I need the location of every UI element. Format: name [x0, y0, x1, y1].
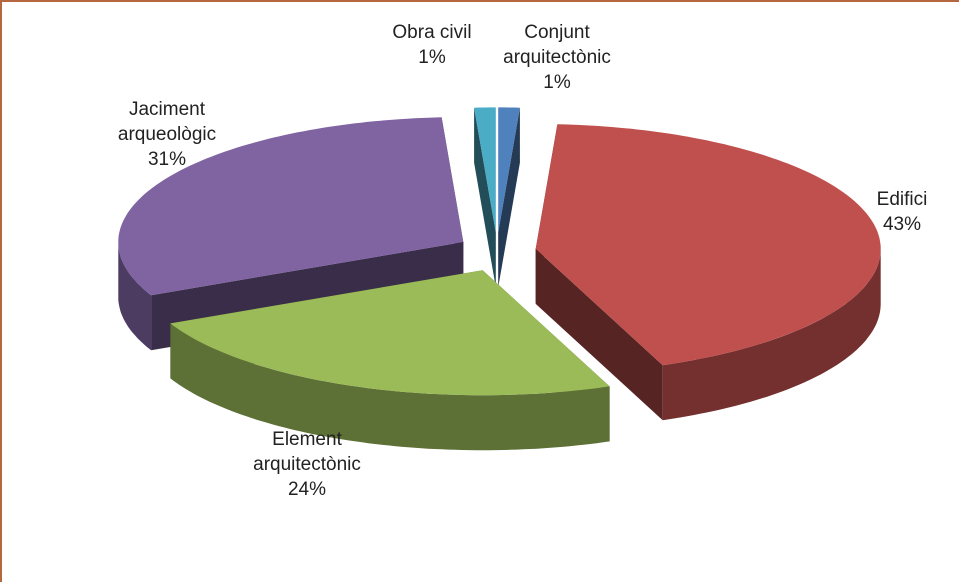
- data-label: Conjunt arquitectònic 1%: [487, 20, 627, 95]
- percent-label: 1%: [543, 72, 571, 93]
- data-label: Obra civil 1%: [392, 20, 471, 70]
- slice: [170, 270, 610, 396]
- category-name: Conjunt arquitectònic: [503, 22, 611, 68]
- slice: [535, 124, 881, 366]
- slice-side: [662, 248, 881, 421]
- slice-cut-face: [474, 107, 496, 288]
- slice-side: [118, 242, 152, 351]
- slice-cut-face: [535, 248, 663, 421]
- slice: [118, 117, 464, 296]
- category-name: Edifici: [876, 189, 928, 210]
- percent-label: 24%: [287, 479, 327, 500]
- slice: [474, 107, 496, 233]
- slice: [498, 107, 520, 233]
- category-name: Obra civil: [392, 22, 472, 43]
- data-label: Jaciment arqueològic 31%: [87, 97, 247, 172]
- slice-cut-face: [498, 107, 520, 288]
- slice-side: [170, 323, 610, 451]
- percent-label: 43%: [882, 214, 922, 235]
- category-name: Jaciment arqueològic: [117, 99, 217, 145]
- category-name: Element arquitectònic: [253, 429, 361, 475]
- percent-label: 1%: [418, 47, 446, 68]
- data-label: Edifici 43%: [877, 187, 928, 237]
- percent-label: 31%: [147, 149, 187, 170]
- data-label: Element arquitectònic 24%: [227, 427, 387, 502]
